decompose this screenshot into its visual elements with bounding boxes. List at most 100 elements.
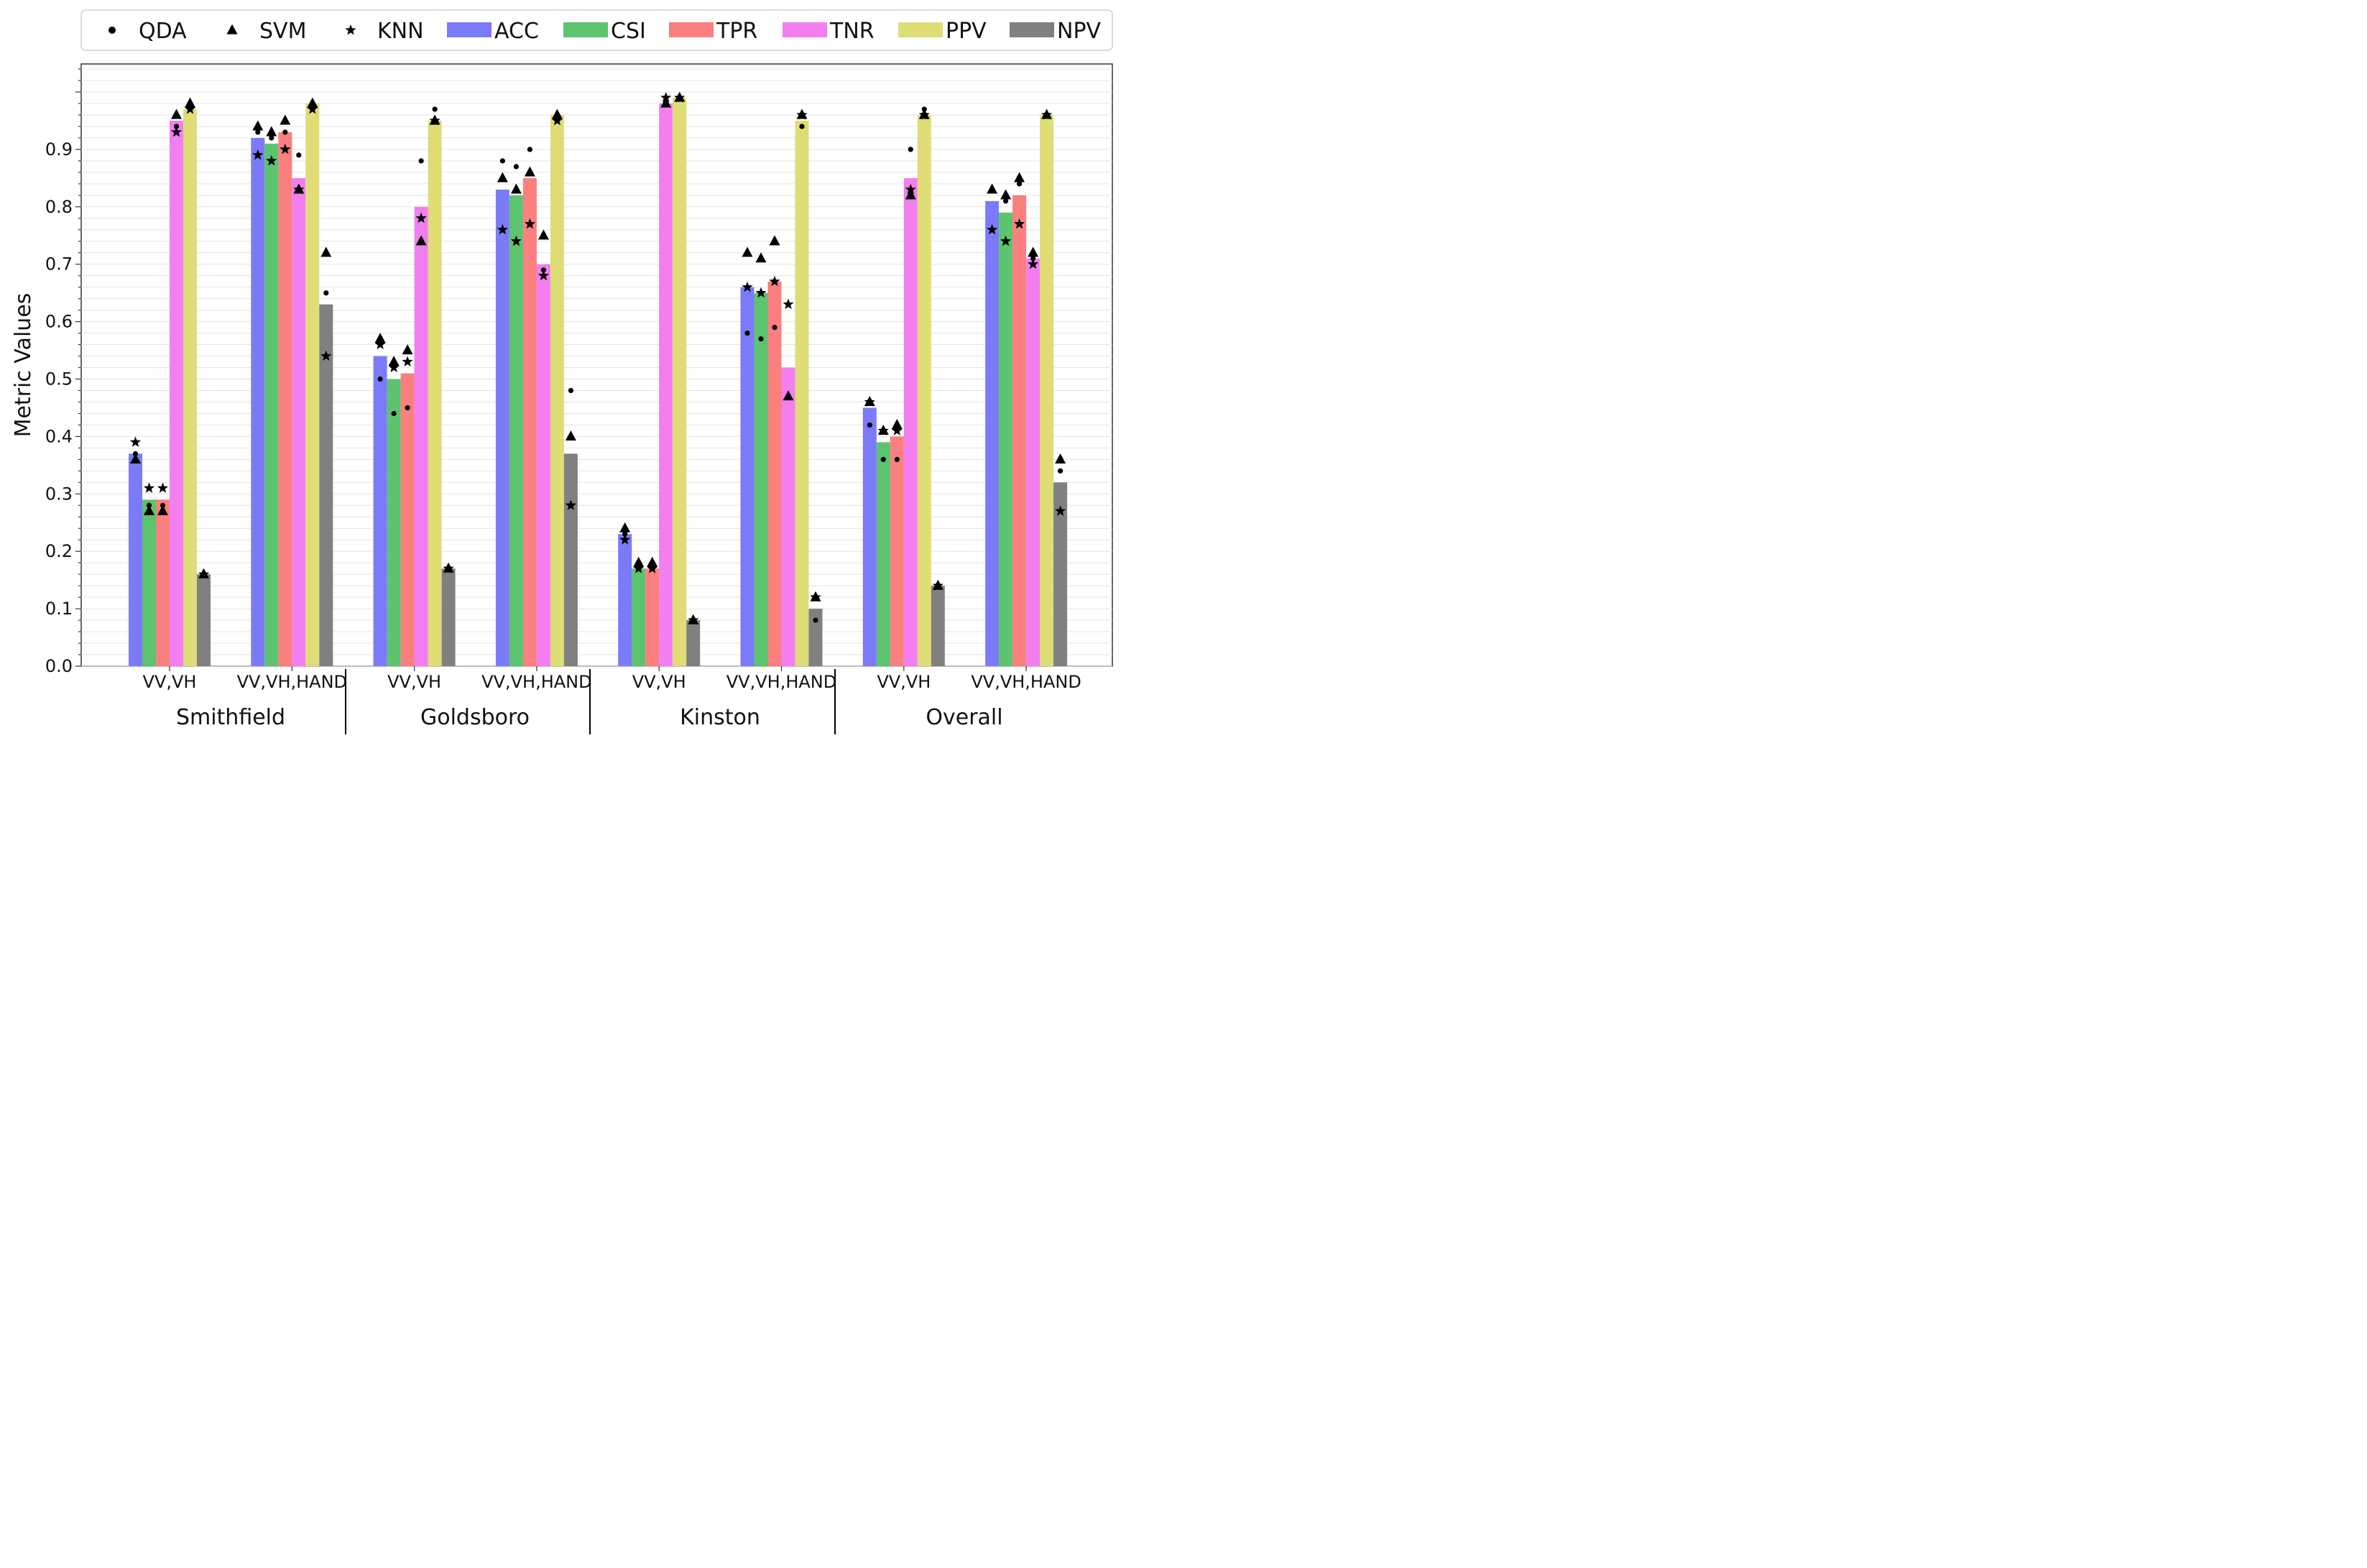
bar-acc-0: [129, 453, 142, 666]
marker-qda-csi-3: [513, 164, 520, 170]
bar-csi-3: [509, 195, 523, 666]
x-category-label: VV,VH: [387, 672, 441, 692]
marker-svm-tnr-5: [783, 390, 794, 401]
marker-svm-csi-2: [388, 356, 400, 366]
marker-svm-tpr-4: [647, 556, 658, 567]
marker-svm-ppv-1: [307, 97, 318, 108]
marker-svm-csi-3: [510, 183, 522, 194]
marker-knn-tpr-6: [891, 425, 903, 435]
marker-knn-tpr-4: [647, 563, 658, 573]
marker-knn-csi-5: [755, 287, 767, 298]
bar-chart: QDA SVM KNN ACC CSI TPR TNR PPV NPV 0.0 0.1 0.2 0.3…: [11, 9, 1113, 734]
marker-knn-acc-5: [742, 281, 753, 292]
marker-svm-tnr-7: [1028, 246, 1039, 257]
marker-qda-acc-2: [377, 376, 383, 382]
x-category-label: VV,VH: [632, 672, 686, 692]
marker-knn-csi-3: [510, 235, 522, 246]
marker-qda-tpr-6: [894, 456, 900, 462]
marker-qda-npv-1: [323, 290, 329, 296]
bar-csi-2: [387, 379, 401, 666]
marker-svm-tnr-0: [171, 109, 182, 119]
legend-marker-qda: [109, 27, 116, 34]
marker-qda-npv-3: [568, 387, 574, 394]
bar-tnr-2: [414, 206, 428, 666]
marker-qda-acc-5: [744, 330, 750, 336]
marker-knn-tnr-7: [1027, 258, 1039, 269]
y-tick-label: 0.2: [45, 541, 73, 561]
marker-qda-acc-1: [255, 129, 261, 135]
marker-knn-ppv-1: [307, 103, 318, 114]
y-tick-label: 0.4: [45, 426, 73, 446]
bar-csi-1: [264, 143, 279, 666]
marker-svm-ppv-0: [185, 97, 195, 108]
marker-qda-csi-1: [269, 135, 274, 141]
marker-knn-acc-1: [252, 149, 264, 160]
bar-tnr-5: [781, 367, 795, 666]
marker-knn-ppv-5: [796, 109, 808, 120]
marker-qda-csi-5: [758, 336, 764, 342]
legend-label-acc: ACC: [494, 19, 539, 44]
marker-knn-csi-0: [143, 482, 155, 493]
marker-svm-tpr-0: [157, 504, 168, 515]
marker-knn-tpr-5: [769, 275, 780, 287]
marker-svm-npv-3: [565, 430, 576, 441]
marker-knn-ppv-4: [674, 91, 686, 103]
marker-knn-acc-3: [497, 223, 509, 235]
marker-knn-npv-5: [810, 591, 821, 602]
bar-npv-7: [1053, 482, 1068, 666]
marker-knn-csi-7: [1000, 235, 1012, 246]
legend-label-qda: QDA: [139, 19, 187, 44]
marker-svm-tpr-5: [769, 235, 780, 246]
legend-marker-svm: [226, 24, 238, 34]
marker-qda-tpr-7: [1017, 181, 1023, 187]
marker-knn-tpr-1: [280, 143, 291, 155]
bar-ppv-4: [673, 97, 687, 667]
legend-label-npv: NPV: [1057, 19, 1102, 44]
marker-qda-tnr-6: [908, 147, 913, 152]
bar-npv-6: [931, 586, 945, 666]
marker-qda-npv-5: [813, 617, 818, 623]
legend-swatch-acc: [447, 22, 492, 37]
marker-knn-ppv-7: [1041, 109, 1053, 120]
marker-qda-ppv-2: [432, 106, 438, 112]
bar-acc-7: [985, 200, 1000, 666]
marker-knn-npv-7: [1054, 505, 1066, 516]
bar-tpr-4: [645, 568, 660, 666]
bars: [129, 97, 1068, 667]
bar-tpr-3: [522, 177, 537, 667]
marker-knn-tnr-3: [537, 269, 550, 281]
bar-acc-3: [495, 189, 509, 667]
y-tick-label: 0.8: [45, 197, 73, 217]
marker-qda-tnr-2: [418, 158, 424, 164]
marker-svm-tpr-7: [1014, 172, 1025, 183]
marker-knn-acc-4: [619, 534, 631, 545]
legend-label-tpr: TPR: [716, 19, 757, 44]
marker-knn-ppv-0: [184, 103, 196, 114]
marker-knn-ppv-2: [429, 114, 440, 126]
bar-npv-2: [441, 568, 456, 666]
y-axis: 0.0 0.1 0.2 0.3 0.4 0.5 0.6 0.7 0.8 0.9: [45, 68, 81, 676]
marker-svm-ppv-3: [551, 109, 563, 119]
marker-knn-csi-2: [388, 361, 400, 372]
bar-ppv-0: [183, 109, 197, 667]
bar-npv-5: [808, 609, 823, 666]
marker-svm-acc-7: [987, 183, 998, 194]
legend-swatch-npv: [1010, 22, 1054, 37]
marker-qda-ppv-5: [799, 124, 805, 129]
bar-npv-3: [563, 453, 578, 666]
marker-knn-csi-1: [266, 155, 277, 166]
y-tick-label: 0.0: [45, 656, 73, 676]
marker-svm-tnr-2: [415, 235, 427, 246]
x-category-label: VV,VH: [877, 672, 931, 692]
bar-tpr-2: [400, 373, 415, 666]
marker-knn-ppv-6: [918, 109, 930, 120]
bar-tpr-7: [1012, 195, 1027, 666]
legend-marker-knn: [345, 24, 356, 35]
x-category-label: VV,VH,HAND: [481, 672, 591, 692]
bar-ppv-1: [305, 103, 320, 667]
bar-tnr-7: [1026, 258, 1041, 667]
marker-qda-tpr-3: [527, 147, 533, 152]
marker-knn-tnr-2: [415, 212, 427, 223]
legend-swatch-ppv: [898, 22, 943, 37]
marker-qda-acc-6: [867, 422, 872, 428]
